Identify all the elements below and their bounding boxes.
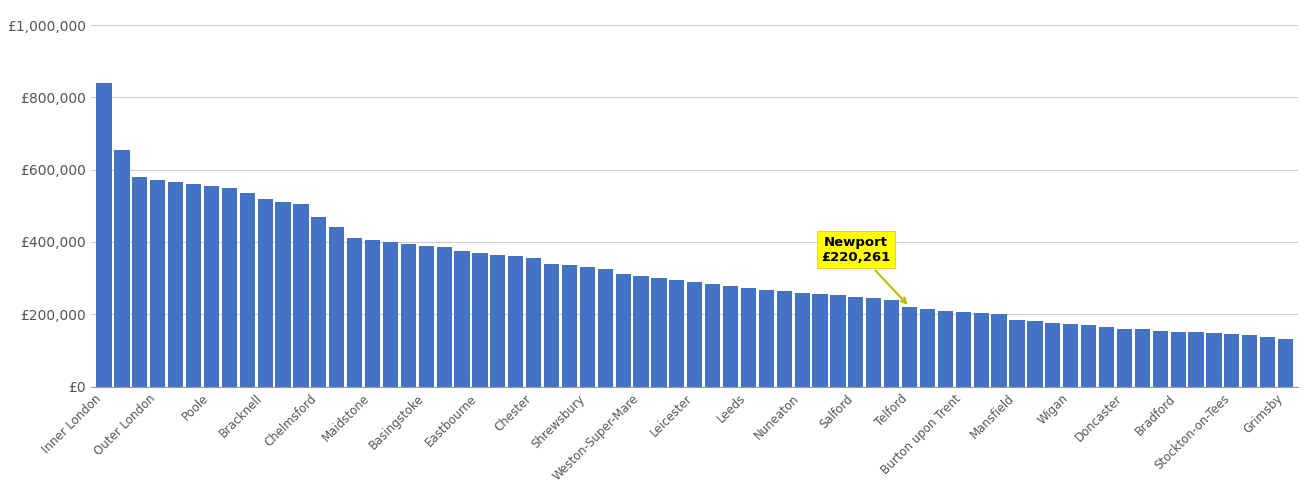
Bar [562, 266, 577, 387]
Bar [185, 184, 201, 387]
Bar [275, 202, 291, 387]
Bar [1261, 337, 1275, 387]
Bar [472, 253, 488, 387]
Bar [526, 258, 542, 387]
Bar [776, 291, 792, 387]
Bar [723, 286, 739, 387]
Bar [168, 182, 183, 387]
Bar [633, 276, 649, 387]
Bar [240, 193, 254, 387]
Bar [1135, 329, 1150, 387]
Bar [419, 245, 433, 387]
Bar [741, 288, 756, 387]
Bar [1009, 319, 1024, 387]
Bar [329, 227, 345, 387]
Bar [688, 282, 702, 387]
Bar [883, 300, 899, 387]
Bar [382, 242, 398, 387]
Bar [365, 240, 380, 387]
Bar [508, 256, 523, 387]
Bar [1081, 325, 1096, 387]
Bar [544, 264, 559, 387]
Bar [401, 244, 416, 387]
Bar [938, 311, 953, 387]
Bar [795, 293, 810, 387]
Bar [257, 198, 273, 387]
Bar [294, 204, 308, 387]
Bar [1045, 323, 1061, 387]
Bar [902, 307, 917, 387]
Bar [1242, 335, 1257, 387]
Bar [222, 188, 238, 387]
Bar [1206, 333, 1221, 387]
Bar [616, 274, 630, 387]
Bar [115, 150, 129, 387]
Bar [598, 269, 613, 387]
Bar [669, 280, 685, 387]
Bar [579, 267, 595, 387]
Text: Newport
£220,261: Newport £220,261 [821, 236, 906, 303]
Bar [454, 251, 470, 387]
Bar [705, 284, 720, 387]
Bar [1099, 327, 1114, 387]
Bar [132, 177, 147, 387]
Bar [1027, 321, 1043, 387]
Bar [97, 83, 112, 387]
Bar [311, 217, 326, 387]
Bar [437, 247, 452, 387]
Bar [920, 309, 936, 387]
Bar [813, 294, 827, 387]
Bar [1152, 331, 1168, 387]
Bar [830, 295, 846, 387]
Bar [992, 314, 1006, 387]
Bar [204, 186, 219, 387]
Bar [1278, 339, 1293, 387]
Bar [758, 290, 774, 387]
Bar [1171, 332, 1186, 387]
Bar [491, 255, 505, 387]
Bar [1064, 324, 1078, 387]
Bar [347, 238, 363, 387]
Bar [848, 297, 864, 387]
Bar [867, 298, 881, 387]
Bar [974, 313, 989, 387]
Bar [1224, 334, 1240, 387]
Bar [1117, 329, 1131, 387]
Bar [1189, 332, 1203, 387]
Bar [955, 312, 971, 387]
Bar [150, 180, 166, 387]
Bar [651, 278, 667, 387]
